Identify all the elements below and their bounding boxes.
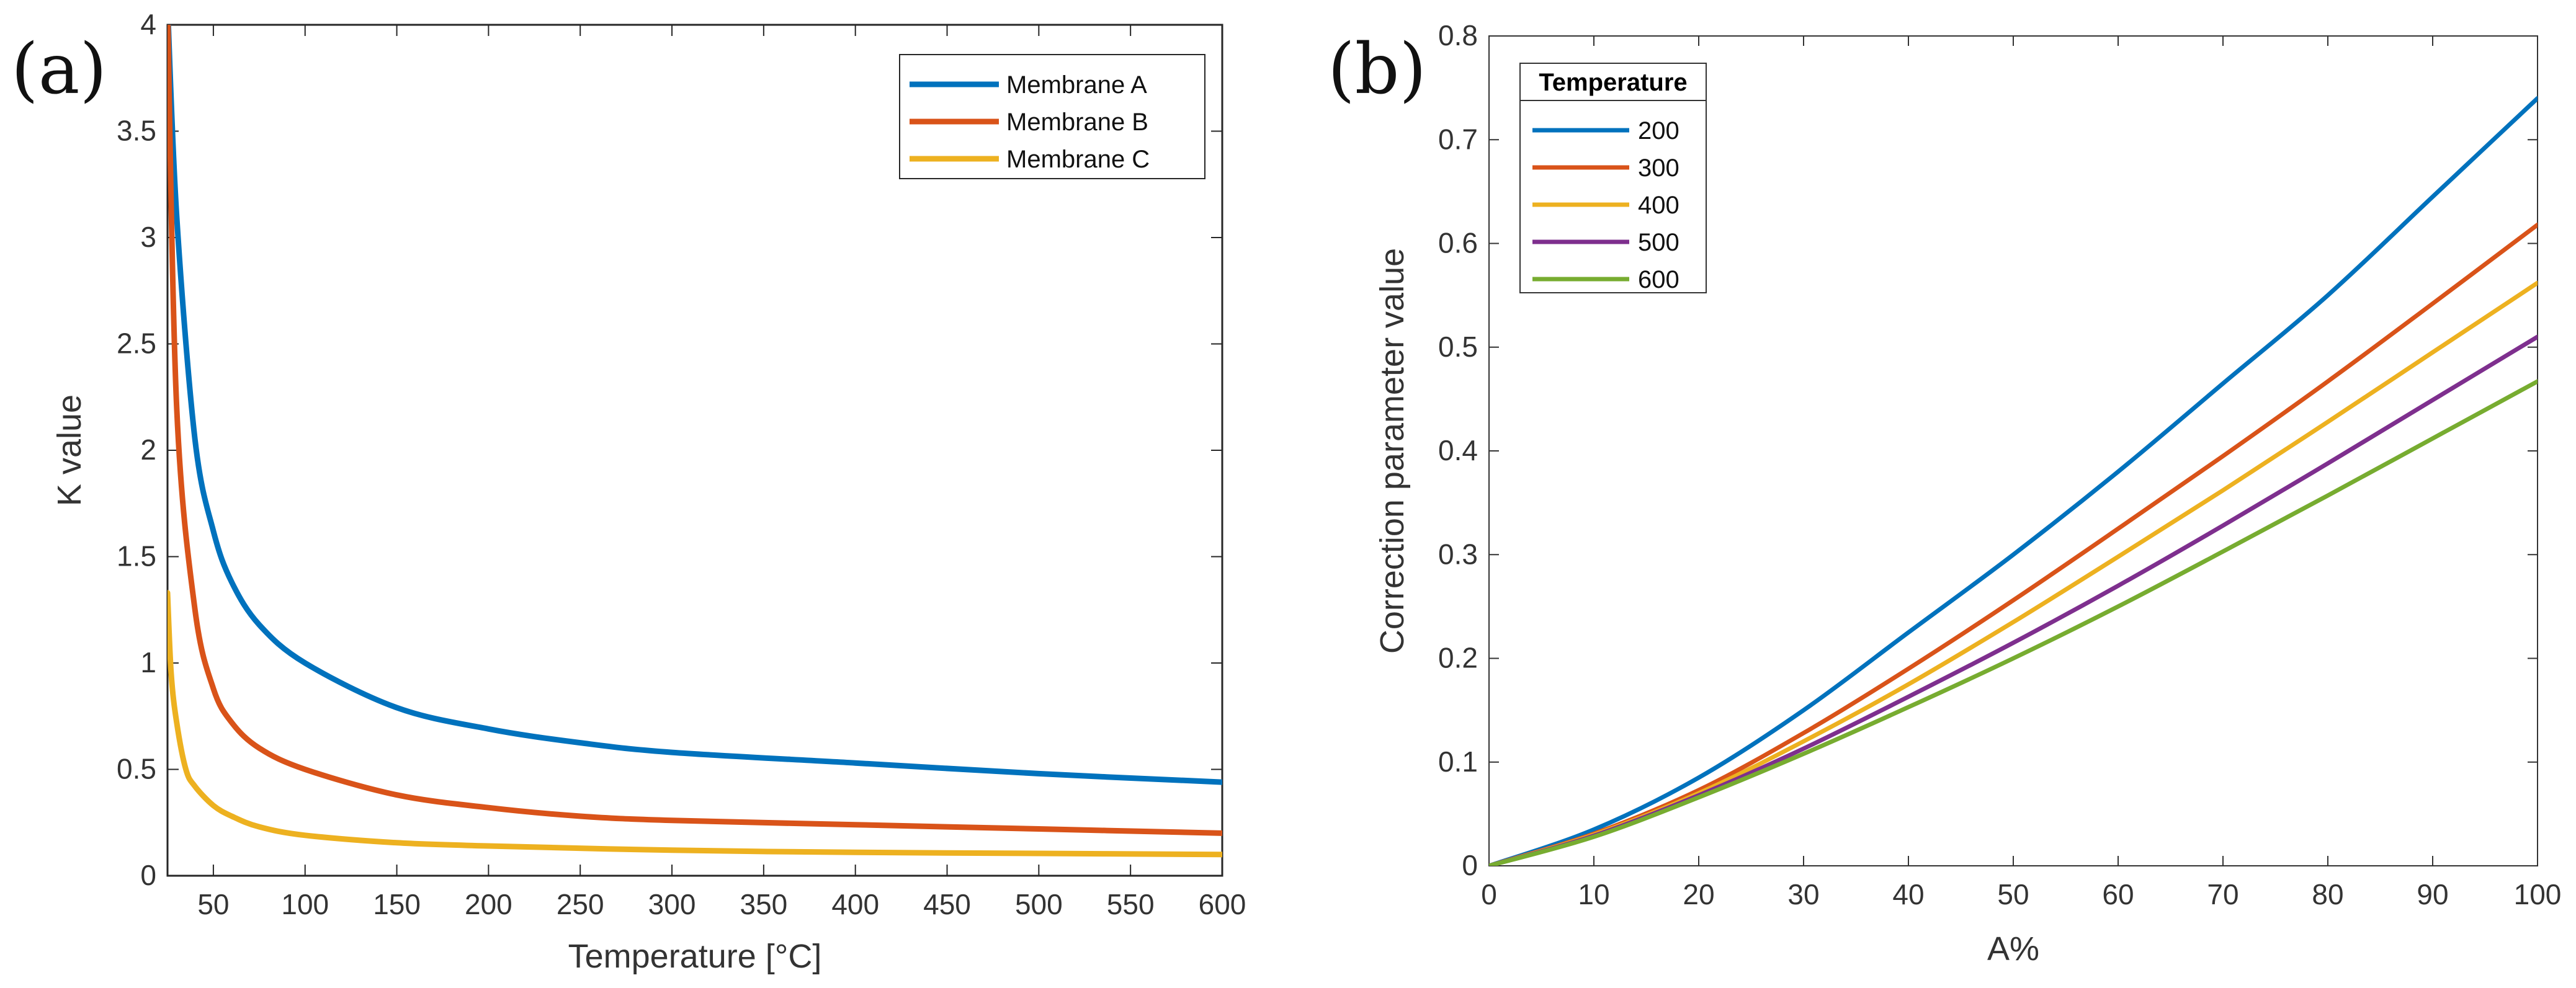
x-tick-label: 150 xyxy=(373,888,421,920)
x-tick-label: 50 xyxy=(1997,878,2029,910)
y-tick-label: 0.3 xyxy=(1438,538,1478,570)
y-tick-label: 0.1 xyxy=(1438,745,1478,778)
x-axis-title-a: Temperature [°C] xyxy=(568,938,822,975)
series-line-200 xyxy=(1489,96,2538,866)
x-tick-label: 0 xyxy=(1481,878,1497,910)
legend-box-b xyxy=(1519,63,1707,293)
x-tick-label: 30 xyxy=(1787,878,1819,910)
y-tick-label: 0.6 xyxy=(1438,227,1478,259)
legend-label: 400 xyxy=(1638,192,1679,219)
legend-label: Membrane B xyxy=(1006,109,1148,136)
legend-label: 300 xyxy=(1638,154,1679,182)
x-tick-label: 100 xyxy=(2514,878,2562,910)
x-tick-label: 70 xyxy=(2207,878,2238,910)
y-tick-label: 0.5 xyxy=(1438,331,1478,363)
y-tick-label: 0 xyxy=(1462,849,1478,881)
chart-a: (a) 0 0.5 1 1.5 2 2.5 3 3.5 4 50 100 150 200 250 300 3… xyxy=(11,8,1246,975)
x-tick-label: 60 xyxy=(2102,878,2134,910)
series-line-300 xyxy=(1489,222,2538,866)
legend-a: Membrane A Membrane B Membrane C xyxy=(899,54,1205,179)
y-tick-label: 0.8 xyxy=(1438,19,1478,51)
y-tick-label: 1 xyxy=(140,646,156,679)
y-axis-title-a: K value xyxy=(51,394,88,506)
x-tick-label: 40 xyxy=(1892,878,1924,910)
y-tick-label: 0.4 xyxy=(1438,434,1478,466)
y-tick-label: 3.5 xyxy=(117,115,156,147)
x-tick-label: 80 xyxy=(2312,878,2343,910)
legend-label: 200 xyxy=(1638,117,1679,145)
y-tick-label: 3 xyxy=(140,221,156,253)
x-tick-label: 500 xyxy=(1015,888,1063,920)
series-line-membrane-a xyxy=(168,25,1222,785)
legend-title-b: Temperature xyxy=(1539,69,1687,96)
y-tick-label: 2 xyxy=(140,434,156,466)
x-tick-label: 550 xyxy=(1107,888,1155,920)
legend-label: 500 xyxy=(1638,229,1679,256)
x-tick-label: 200 xyxy=(465,888,512,920)
series-line-600 xyxy=(1489,379,2538,866)
x-tick-label: 20 xyxy=(1683,878,1714,910)
x-tick-label: 600 xyxy=(1199,888,1246,920)
x-tick-label: 350 xyxy=(740,888,787,920)
y-tick-label: 2.5 xyxy=(117,327,156,360)
y-tick-label: 4 xyxy=(140,8,156,40)
chart-b: (b) 0 0.1 0.2 0.3 0.4 0.5 0.6 0.7 0.8 0 10 20 30 40 5… xyxy=(1328,19,2561,968)
y-axis-title-b: Correction parameter value xyxy=(1374,248,1411,654)
panel-label-b: (b) xyxy=(1328,29,1426,110)
x-tick-label: 450 xyxy=(923,888,971,920)
y-tick-label: 0.5 xyxy=(117,753,156,785)
legend-label: Membrane C xyxy=(1006,146,1150,173)
legend-label: Membrane A xyxy=(1006,71,1147,99)
x-tick-label: 50 xyxy=(197,888,229,920)
y-tick-label: 1.5 xyxy=(117,540,156,572)
panel-label-a: (a) xyxy=(11,29,107,110)
y-tick-label: 0.2 xyxy=(1438,642,1478,674)
y-tick-label: 0.7 xyxy=(1438,123,1478,155)
x-tick-label: 100 xyxy=(281,888,329,920)
series-line-membrane-b xyxy=(168,25,1222,836)
x-tick-label: 10 xyxy=(1578,878,1609,910)
legend-b: Temperature 200 300 400 500 600 xyxy=(1519,63,1707,293)
legend-label: 600 xyxy=(1638,266,1679,293)
x-axis-title-b: A% xyxy=(1987,930,2039,968)
y-tick-label: 0 xyxy=(140,859,156,891)
x-tick-label: 300 xyxy=(648,888,696,920)
x-tick-label: 400 xyxy=(831,888,879,920)
x-tick-label: 90 xyxy=(2417,878,2448,910)
x-tick-label: 250 xyxy=(557,888,604,920)
series-line-membrane-c xyxy=(168,590,1222,858)
